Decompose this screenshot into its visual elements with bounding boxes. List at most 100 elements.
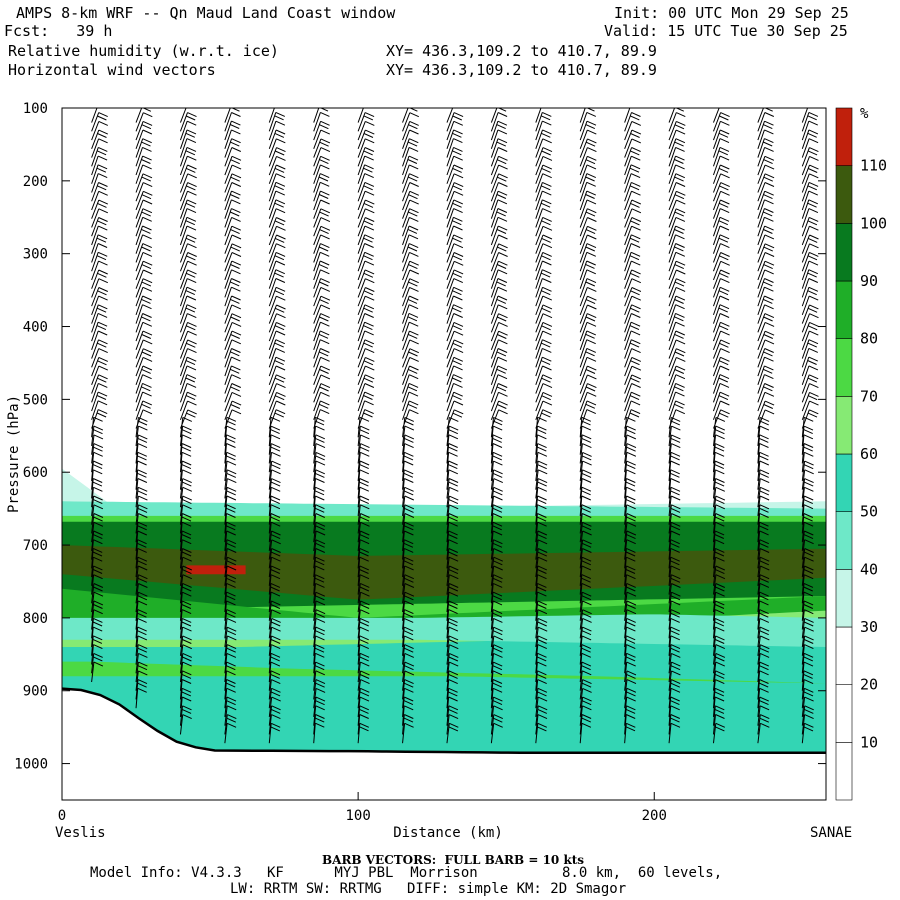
- wind-barb: [668, 574, 681, 595]
- wind-barb: [801, 365, 819, 385]
- wind-barb: [446, 600, 458, 621]
- wind-barb: [179, 120, 197, 141]
- wind-barb: [579, 486, 592, 508]
- wind-barb: [624, 722, 636, 744]
- wind-barb: [268, 443, 281, 464]
- wind-barb: [91, 565, 103, 586]
- wind-barb: [624, 547, 636, 569]
- wind-barb: [757, 504, 770, 525]
- wind-barb: [446, 626, 459, 648]
- wind-barb: [757, 609, 769, 630]
- wind-barb: [801, 199, 819, 219]
- wind-barb: [757, 295, 774, 316]
- wind-barb: [579, 304, 597, 324]
- wind-barb: [224, 478, 237, 499]
- wind-barb: [668, 286, 686, 307]
- wind-barb: [135, 530, 148, 551]
- wind-barb: [490, 260, 508, 281]
- wind-barb: [402, 495, 415, 516]
- wind-barb: [357, 469, 370, 490]
- wind-barb: [268, 548, 281, 569]
- wind-barb: [668, 173, 686, 193]
- wind-barb: [490, 225, 508, 246]
- wind-barb: [624, 661, 636, 683]
- wind-barb: [757, 530, 769, 551]
- wind-barb: [224, 155, 242, 176]
- wind-barb: [224, 513, 236, 534]
- wind-barb: [313, 111, 330, 132]
- wind-barb: [357, 547, 370, 569]
- wind-barb: [712, 478, 725, 499]
- wind-barb: [313, 120, 330, 141]
- wind-barb: [313, 644, 325, 665]
- wind-barb: [801, 652, 814, 674]
- wind-barb: [313, 416, 325, 438]
- wind-barb: [357, 722, 370, 744]
- wind-barb: [579, 521, 592, 543]
- wind-barb: [179, 146, 197, 167]
- wind-barb: [224, 451, 236, 473]
- wind-barb: [357, 617, 370, 639]
- wind-barb: [402, 138, 419, 158]
- wind-barb: [402, 391, 419, 412]
- wind-barb: [224, 722, 237, 744]
- wind-barb: [402, 339, 419, 359]
- wind-barb: [91, 321, 108, 342]
- wind-barb: [446, 234, 463, 254]
- wind-barb: [268, 269, 286, 289]
- wind-barb: [624, 600, 637, 621]
- wind-barb: [668, 495, 681, 516]
- wind-barb: [357, 269, 375, 289]
- wind-barb: [579, 617, 592, 639]
- wind-barb: [224, 190, 241, 211]
- wind-barb: [402, 460, 414, 481]
- wind-barb: [668, 269, 686, 289]
- wind-barb: [490, 356, 508, 377]
- wind-barb: [135, 190, 153, 211]
- wind-barb: [757, 425, 770, 447]
- wind-barb: [402, 670, 415, 691]
- wind-barb: [446, 391, 463, 412]
- wind-barb: [624, 164, 641, 184]
- wind-barb: [490, 295, 508, 316]
- wind-barb: [535, 339, 552, 359]
- wind-barb: [624, 635, 636, 656]
- wind-barb: [668, 644, 681, 665]
- wind-barb: [713, 260, 730, 281]
- wind-barb: [357, 495, 370, 516]
- wind-barb: [535, 478, 548, 499]
- colorbar-segment: [835, 165, 853, 224]
- wind-barb: [490, 304, 508, 324]
- wind-barb: [624, 652, 636, 674]
- wind-barb: [268, 722, 281, 744]
- wind-barb: [446, 348, 464, 368]
- wind-barb: [624, 400, 641, 420]
- wind-barb: [402, 687, 414, 709]
- wind-barb: [446, 260, 464, 281]
- wind-barb: [179, 617, 192, 639]
- wind-barb: [490, 530, 503, 551]
- wind-barb: [490, 155, 508, 176]
- wind-barb: [712, 460, 725, 481]
- wind-barb: [446, 486, 459, 508]
- wind-barb: [91, 312, 108, 333]
- wind-barb: [313, 260, 330, 281]
- wind-barb: [357, 234, 374, 254]
- wind-barb: [713, 138, 730, 158]
- wind-barb: [535, 460, 548, 482]
- wind-barb: [490, 670, 503, 691]
- wind-barb: [224, 182, 242, 202]
- wind-barb: [490, 164, 508, 184]
- wind-barb: [712, 556, 725, 578]
- wind-barb: [224, 243, 242, 263]
- wind-barb: [357, 460, 370, 482]
- wind-barb: [224, 391, 242, 412]
- wind-barb: [579, 286, 597, 307]
- wind-barb: [357, 451, 370, 473]
- wind-barb: [135, 591, 148, 613]
- wind-barb: [91, 225, 108, 246]
- wind-barb: [357, 313, 374, 333]
- wind-barb: [668, 504, 681, 525]
- wind-barb: [268, 278, 286, 298]
- wind-barb: [624, 383, 641, 403]
